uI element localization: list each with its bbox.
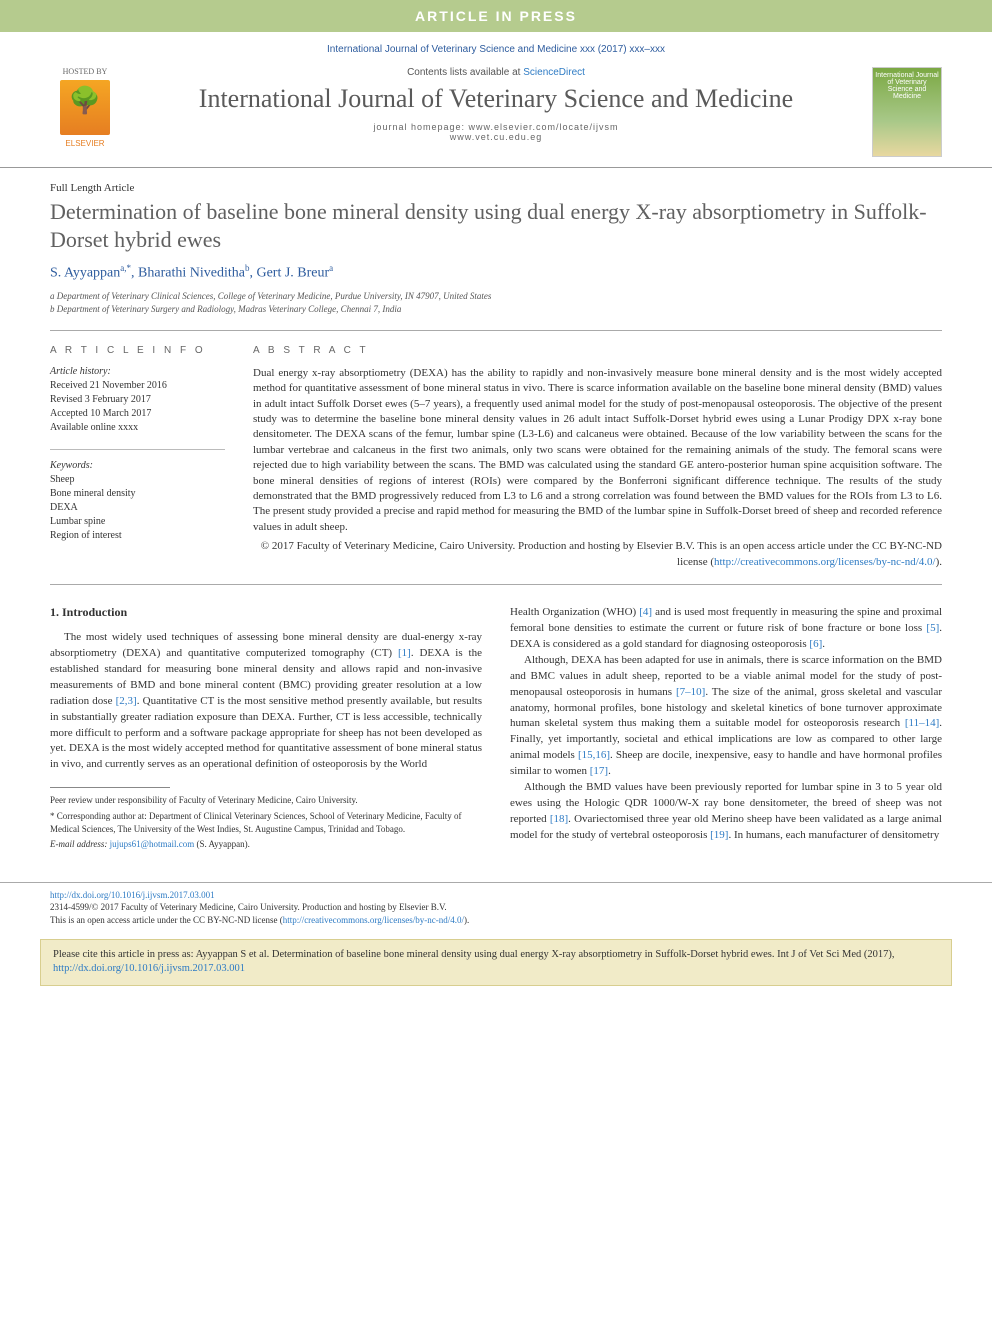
article-body: Full Length Article Determination of bas… — [0, 168, 992, 868]
keywords-block: Keywords: Sheep Bone mineral density DEX… — [50, 460, 225, 543]
doi-link[interactable]: http://dx.doi.org/10.1016/j.ijvsm.2017.0… — [50, 890, 215, 900]
ref-1-link[interactable]: [1] — [398, 647, 411, 659]
contents-prefix: Contents lists available at — [407, 67, 523, 78]
abstract-copyright: © 2017 Faculty of Veterinary Medicine, C… — [253, 539, 942, 570]
keyword-2: DEXA — [50, 501, 225, 515]
affiliations: a Department of Veterinary Clinical Scie… — [50, 290, 942, 316]
intro-para-1: The most widely used techniques of asses… — [50, 630, 482, 773]
footnotes: Peer review under responsibility of Facu… — [50, 794, 482, 850]
ref-17-link[interactable]: [17] — [590, 765, 608, 777]
corresponding-author-note: * Corresponding author at: Department of… — [50, 810, 482, 835]
article-in-press-banner: ARTICLE IN PRESS — [0, 0, 992, 32]
ref-6-link[interactable]: [6] — [809, 638, 822, 650]
elsevier-label: ELSEVIER — [50, 139, 120, 148]
email-link[interactable]: jujups61@hotmail.com — [110, 839, 195, 849]
contents-line: Contents lists available at ScienceDirec… — [130, 67, 862, 78]
keyword-3: Lumbar spine — [50, 515, 225, 529]
online-date: Available online xxxx — [50, 421, 225, 435]
homepage-label: journal homepage: — [373, 122, 468, 132]
introduction-section: 1. Introduction The most widely used tec… — [50, 605, 942, 854]
p3e: . — [608, 765, 611, 777]
history-head: Article history: — [50, 366, 225, 377]
intro-para-2: Health Organization (WHO) [4] and is use… — [510, 605, 942, 653]
intro-para-3: Although, DEXA has been adapted for use … — [510, 653, 942, 781]
article-title: Determination of baseline bone mineral d… — [50, 198, 942, 253]
ref-5-link[interactable]: [5] — [926, 622, 939, 634]
sciencedirect-link[interactable]: ScienceDirect — [523, 67, 585, 78]
affiliation-a: a Department of Veterinary Clinical Scie… — [50, 290, 942, 303]
info-divider — [50, 449, 225, 450]
ref-4-link[interactable]: [4] — [639, 606, 652, 618]
author-2[interactable]: , Bharathi Niveditha — [131, 266, 245, 281]
intro-heading: 1. Introduction — [50, 605, 482, 620]
authors-line: S. Ayyappana,*, Bharathi Nivedithab, Ger… — [50, 263, 942, 282]
ref-19-link[interactable]: [19] — [710, 829, 728, 841]
affiliation-b: b Department of Veterinary Surgery and R… — [50, 303, 942, 316]
keyword-0: Sheep — [50, 473, 225, 487]
cite-as-box: Please cite this article in press as: Ay… — [40, 939, 952, 986]
email-line: E-mail address: jujups61@hotmail.com (S.… — [50, 838, 482, 851]
p2a: Health Organization (WHO) — [510, 606, 639, 618]
footer-cc-close: ). — [464, 915, 469, 925]
homepage-url-2[interactable]: www.vet.cu.edu.eg — [450, 132, 543, 142]
author-1[interactable]: S. Ayyappan — [50, 266, 120, 281]
history-block: Article history: Received 21 November 20… — [50, 366, 225, 435]
received-date: Received 21 November 2016 — [50, 379, 225, 393]
abstract-text: Dual energy x-ray absorptiometry (DEXA) … — [253, 366, 942, 535]
intro-right-col: Health Organization (WHO) [4] and is use… — [510, 605, 942, 854]
hosted-by-label: HOSTED BY — [50, 67, 120, 76]
abstract-label: A B S T R A C T — [253, 345, 942, 356]
ref-23-link[interactable]: [2,3] — [116, 695, 137, 707]
intro-para-4: Although the BMD values have been previo… — [510, 780, 942, 844]
article-type: Full Length Article — [50, 182, 942, 194]
footnote-separator — [50, 787, 170, 788]
elsevier-tree-icon — [60, 80, 110, 135]
revised-date: Revised 3 February 2017 — [50, 393, 225, 407]
hosted-by-col: HOSTED BY ELSEVIER — [50, 67, 120, 148]
oa-line: This is an open access article under the… — [50, 915, 283, 925]
divider — [50, 330, 942, 331]
ref-710-link[interactable]: [7–10] — [676, 686, 705, 698]
page-footer: http://dx.doi.org/10.1016/j.ijvsm.2017.0… — [0, 882, 992, 931]
accepted-date: Accepted 10 March 2017 — [50, 407, 225, 421]
peer-review-note: Peer review under responsibility of Facu… — [50, 794, 482, 807]
cc-close: ). — [936, 556, 942, 568]
homepage-line: journal homepage: www.elsevier.com/locat… — [130, 122, 862, 142]
keyword-4: Region of interest — [50, 529, 225, 543]
keyword-1: Bone mineral density — [50, 487, 225, 501]
abstract-col: A B S T R A C T Dual energy x-ray absorp… — [253, 345, 942, 570]
keywords-head: Keywords: — [50, 460, 225, 471]
article-info-label: A R T I C L E I N F O — [50, 345, 225, 356]
article-info-col: A R T I C L E I N F O Article history: R… — [50, 345, 225, 570]
author-3-affil: a — [329, 263, 333, 273]
ref-18-link[interactable]: [18] — [550, 813, 568, 825]
cover-text: International Journal of Veterinary Scie… — [875, 72, 938, 100]
journal-cover-thumbnail: International Journal of Veterinary Scie… — [872, 67, 942, 157]
p2d: . — [822, 638, 825, 650]
ref-1114-link[interactable]: [11–14] — [905, 717, 939, 729]
citebox-doi-link[interactable]: http://dx.doi.org/10.1016/j.ijvsm.2017.0… — [53, 963, 245, 974]
intro-left-col: 1. Introduction The most widely used tec… — [50, 605, 482, 854]
p4c: . In humans, each manufacturer of densit… — [728, 829, 939, 841]
ref-1516-link[interactable]: [15,16] — [578, 749, 610, 761]
author-3[interactable]: , Gert J. Breur — [249, 266, 329, 281]
email-suffix: (S. Ayyappan). — [194, 839, 250, 849]
cc-license-link[interactable]: http://creativecommons.org/licenses/by-n… — [714, 556, 936, 568]
header-center: Contents lists available at ScienceDirec… — [120, 67, 872, 142]
journal-name: International Journal of Veterinary Scie… — [130, 84, 862, 114]
journal-header: HOSTED BY ELSEVIER Contents lists availa… — [0, 63, 992, 168]
homepage-url-1[interactable]: www.elsevier.com/locate/ijvsm — [469, 122, 619, 132]
issn-line: 2314-4599/© 2017 Faculty of Veterinary M… — [50, 902, 447, 912]
divider-2 — [50, 584, 942, 585]
citebox-text: Please cite this article in press as: Ay… — [53, 949, 894, 960]
citation-header: International Journal of Veterinary Scie… — [0, 32, 992, 63]
footer-cc-link[interactable]: http://creativecommons.org/licenses/by-n… — [283, 915, 464, 925]
email-label: E-mail address: — [50, 839, 110, 849]
info-abstract-row: A R T I C L E I N F O Article history: R… — [50, 345, 942, 570]
